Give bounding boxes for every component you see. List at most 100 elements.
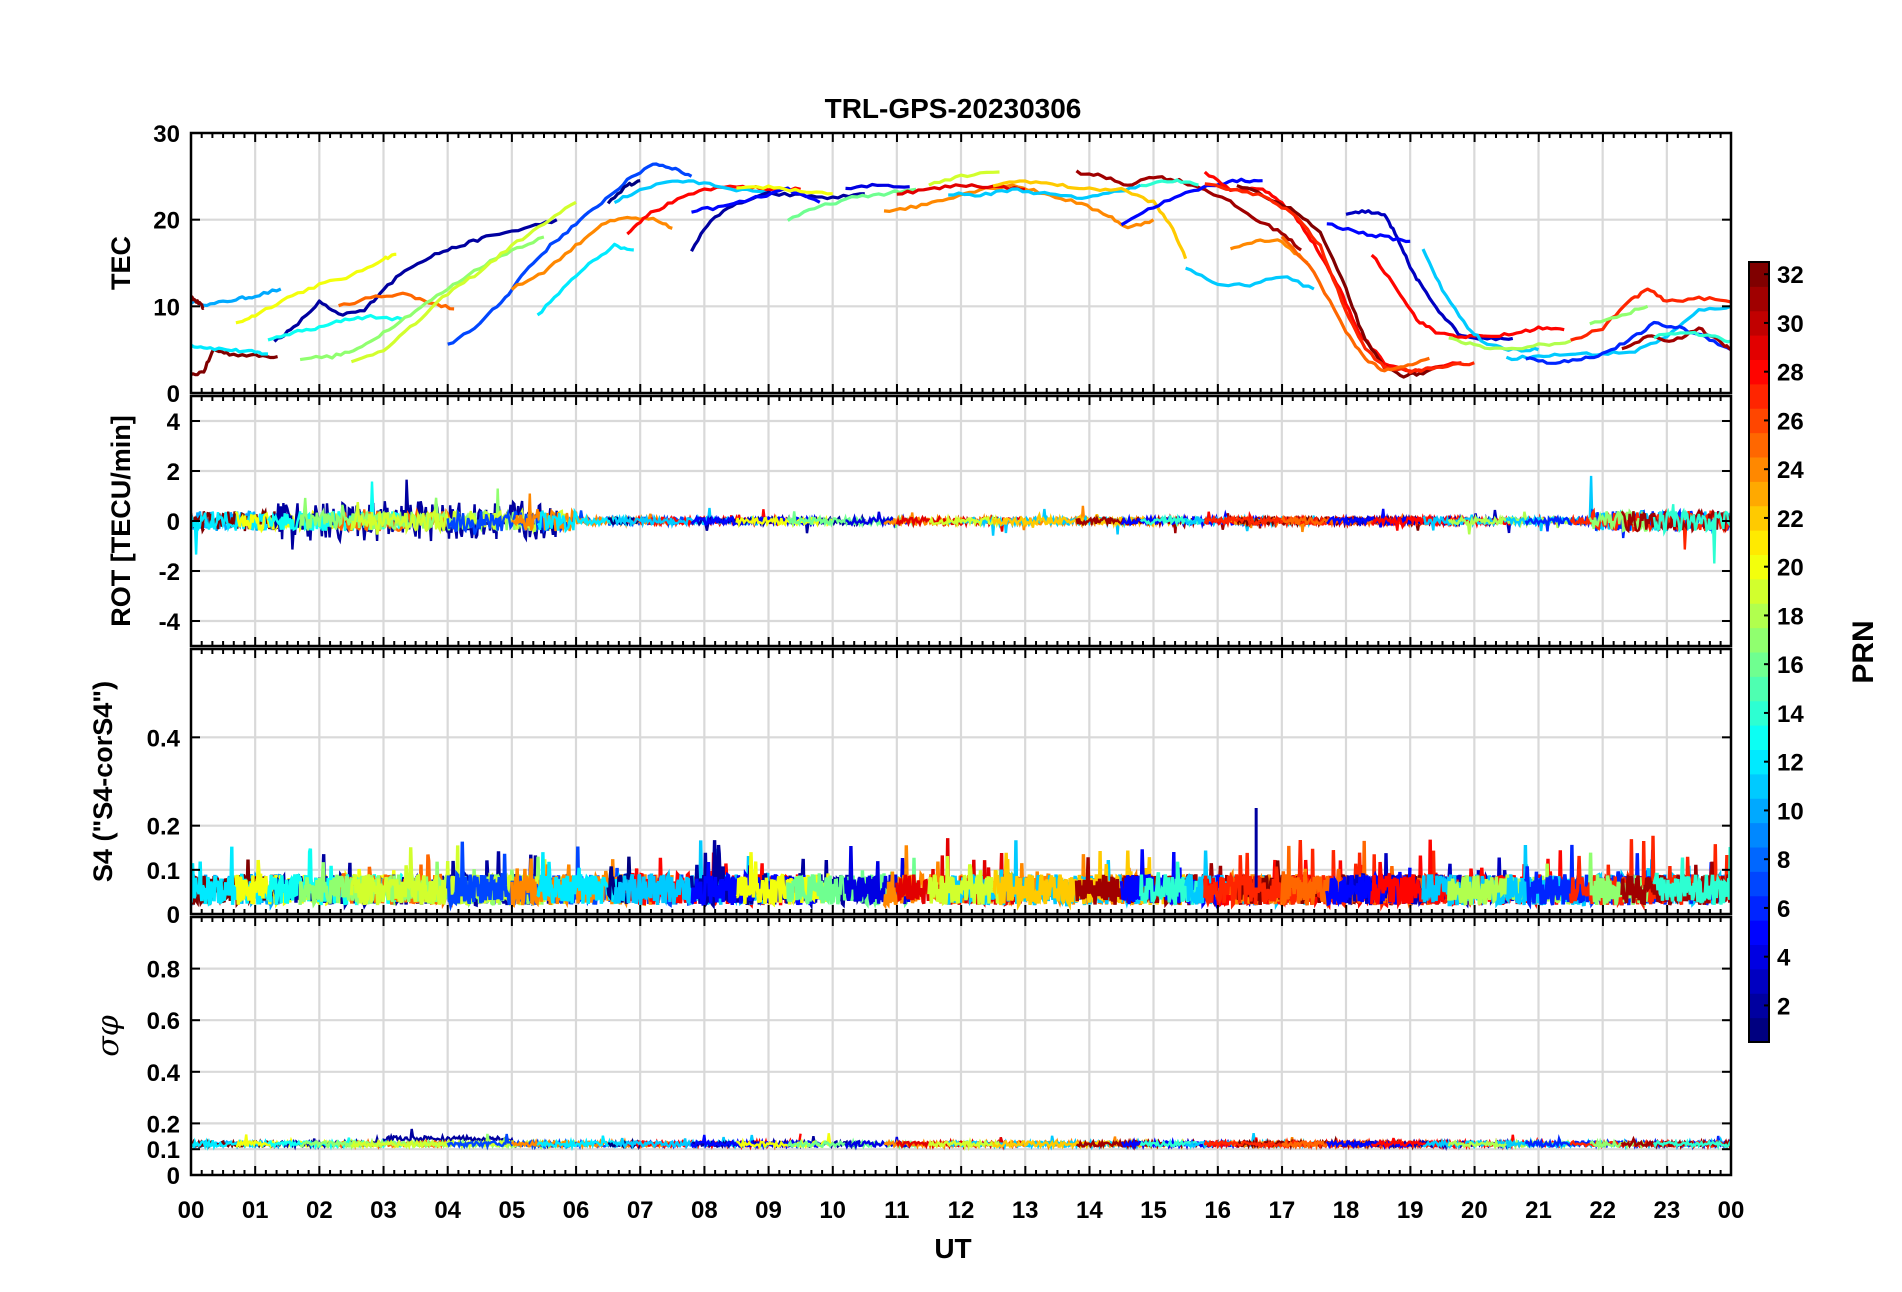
tec-series-prn-24 bbox=[1230, 238, 1309, 265]
colorbar-tick-label: 22 bbox=[1777, 506, 1804, 533]
y-tick-label: 0 bbox=[167, 381, 180, 408]
colorbar-tick-label: 8 bbox=[1777, 847, 1790, 874]
x-tick-label: 04 bbox=[434, 1197, 461, 1224]
colorbar-tick-label: 16 bbox=[1777, 652, 1804, 679]
y-tick-label: 2 bbox=[167, 459, 180, 486]
y-tick-label: 0.2 bbox=[147, 1111, 180, 1138]
tec-series-prn-31 bbox=[1621, 326, 1731, 351]
rot-series-prn-5 bbox=[1326, 508, 1412, 528]
colorbar-tick-label: 6 bbox=[1777, 896, 1790, 923]
colorbar-tick-label: 28 bbox=[1777, 360, 1804, 387]
tec-series-prn-3 bbox=[1345, 209, 1514, 342]
y-tick-label: -2 bbox=[159, 559, 180, 586]
colorbar-swatch bbox=[1749, 920, 1769, 945]
rot-series-prn-31 bbox=[1620, 508, 1731, 534]
y-tick-label: 0.8 bbox=[147, 957, 180, 984]
tec-series-prn-11 bbox=[948, 183, 1142, 200]
x-tick-label: 00 bbox=[1718, 1197, 1745, 1224]
colorbar-swatch bbox=[1749, 847, 1769, 872]
colorbar-swatch bbox=[1749, 725, 1769, 750]
rot-series-prn-19 bbox=[928, 513, 1001, 529]
colorbar-swatch bbox=[1749, 262, 1769, 287]
s4-series-prn-19 bbox=[927, 856, 1001, 907]
colorbar-label: PRN bbox=[1847, 620, 1880, 683]
x-tick-label: 06 bbox=[563, 1197, 590, 1224]
x-tick-label: 01 bbox=[242, 1197, 269, 1224]
y-tick-label: 0.4 bbox=[147, 725, 181, 752]
y-tick-label: 0.4 bbox=[147, 1060, 181, 1087]
y-axis-label: S4 ("S4-corS4") bbox=[88, 681, 118, 882]
data-tec bbox=[191, 162, 1731, 379]
colorbar-tick-label: 24 bbox=[1777, 457, 1804, 484]
sigma-series-prn-14 bbox=[1139, 1138, 1199, 1150]
rot-series-prn-2 bbox=[273, 479, 558, 550]
y-tick-label: 0.6 bbox=[147, 1008, 180, 1035]
x-tick-label: 14 bbox=[1076, 1197, 1103, 1224]
sigma-series-prn-14 bbox=[1652, 1138, 1731, 1151]
x-tick-label: 17 bbox=[1268, 1197, 1295, 1224]
y-tick-label: 4 bbox=[167, 409, 181, 436]
data-rot bbox=[191, 475, 1731, 564]
tec-series-prn-16 bbox=[786, 187, 917, 222]
colorbar-swatch bbox=[1749, 554, 1769, 580]
x-axis-label: UT bbox=[934, 1233, 971, 1264]
tec-series-prn-7 bbox=[447, 162, 693, 346]
tec-series-prn-10 bbox=[191, 287, 282, 308]
colorbar-swatch bbox=[1749, 457, 1769, 482]
colorbar-swatch bbox=[1749, 627, 1769, 653]
data-s4 bbox=[191, 808, 1731, 912]
colorbar-tick-label: 32 bbox=[1777, 262, 1804, 289]
colorbar-swatch bbox=[1749, 871, 1769, 897]
tec-series-prn-12 bbox=[536, 242, 634, 317]
colorbar-swatch bbox=[1749, 652, 1769, 677]
colorbar-tick-label: 26 bbox=[1777, 408, 1804, 435]
y-tick-label: 20 bbox=[153, 208, 180, 235]
x-tick-label: 19 bbox=[1397, 1197, 1424, 1224]
x-tick-label: 18 bbox=[1333, 1197, 1360, 1224]
x-tick-label: 23 bbox=[1653, 1197, 1680, 1224]
s4-series-prn-20 bbox=[735, 852, 834, 908]
x-tick-label: 02 bbox=[306, 1197, 333, 1224]
x-tick-label: 07 bbox=[627, 1197, 654, 1224]
colorbar-swatch bbox=[1749, 1017, 1769, 1043]
y-tick-label: 10 bbox=[153, 294, 180, 321]
y-tick-label: 30 bbox=[153, 121, 180, 148]
colorbar-frame bbox=[1748, 261, 1770, 1043]
x-tick-label: 11 bbox=[884, 1197, 909, 1224]
sigma-series-prn-5 bbox=[1325, 1139, 1411, 1150]
y-tick-label: 0.1 bbox=[147, 1137, 180, 1164]
x-tick-label: 12 bbox=[948, 1197, 975, 1224]
x-tick-label: 20 bbox=[1461, 1197, 1488, 1224]
tec-series-prn-4 bbox=[845, 182, 910, 191]
tec-series-prn-27 bbox=[1570, 287, 1731, 342]
x-tick-label: 22 bbox=[1589, 1197, 1616, 1224]
x-tick-label: 08 bbox=[691, 1197, 718, 1224]
sigma-series-prn-19 bbox=[927, 1137, 1001, 1152]
tec-series-prn-2 bbox=[273, 218, 558, 343]
tec-series-prn-28 bbox=[626, 184, 801, 236]
data-sigma_phi bbox=[191, 1128, 1731, 1152]
tec-series-prn-14 bbox=[1140, 178, 1199, 188]
colorbar-tick-label: 4 bbox=[1777, 945, 1791, 972]
tec-series-prn-1 bbox=[606, 179, 641, 205]
tec-series-prn-32 bbox=[191, 295, 205, 310]
tec-series-prn-2 bbox=[690, 190, 865, 252]
y-tick-label: 0.1 bbox=[147, 858, 180, 885]
panel-rot: -4 -2 0 2 4 ROT [TECU/min] bbox=[106, 394, 1733, 648]
colorbar-swatch bbox=[1749, 944, 1769, 970]
tec-series-prn-5 bbox=[691, 186, 821, 214]
tec-series-prn-24 bbox=[510, 215, 673, 291]
tec-series-prn-32 bbox=[1236, 184, 1443, 379]
y-tick-label: 0 bbox=[167, 1163, 180, 1190]
tec-series-prn-5 bbox=[1120, 177, 1263, 227]
tec-series-prn-32 bbox=[191, 347, 278, 377]
tec-series-prn-11 bbox=[1505, 304, 1731, 362]
tec-series-prn-27 bbox=[1204, 182, 1475, 374]
tec-series-prn-31 bbox=[1075, 169, 1302, 252]
y-axis-label: σφ bbox=[91, 1015, 126, 1056]
rot-series-prn-12 bbox=[191, 511, 268, 555]
y-tick-label: 0 bbox=[167, 902, 180, 929]
